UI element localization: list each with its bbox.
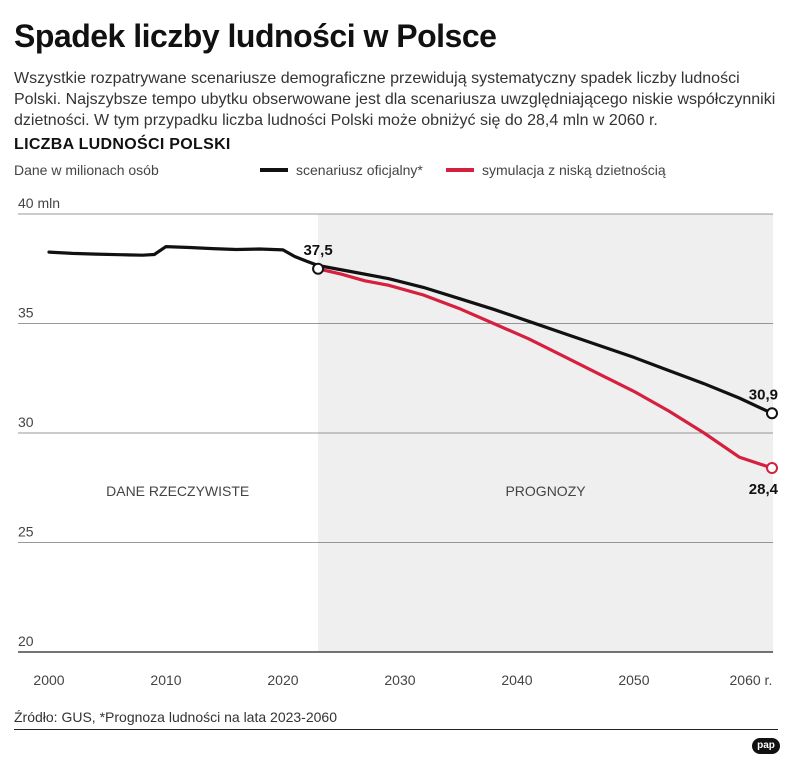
x-tick-label: 2000 (33, 672, 64, 688)
series-line-official (47, 245, 774, 415)
data-label: 37,5 (303, 242, 332, 259)
legend-official-label: scenariusz oficjalny* (296, 162, 423, 178)
x-tick-label: 2050 (618, 672, 649, 688)
population-line-chart: 40 mln 35 30 25 20 DANE RZECZYWISTE PROGNOZY 20… (18, 195, 779, 688)
y-tick-label: 35 (18, 305, 34, 321)
legend-low-fertility-label: symulacja z niską dzietnością (482, 162, 666, 178)
page-title: Spadek liczby ludności w Polsce (14, 18, 497, 54)
region-label: DANE RZECZYWISTE (106, 483, 249, 499)
y-tick-label: 25 (18, 524, 34, 540)
x-tick-label: 2020 (267, 672, 298, 688)
series-line-low-fertility (316, 267, 774, 470)
y-tick-label: 40 mln (18, 195, 60, 211)
region-label: PROGNOZY (505, 483, 586, 499)
x-tick-label: 2030 (384, 672, 415, 688)
y-tick-label: 20 (18, 633, 34, 649)
footer-divider (14, 729, 778, 730)
y-axis-unit-label: Dane w milionach osób (14, 162, 159, 178)
x-tick-label: 2010 (150, 672, 181, 688)
pap-logo: pap (752, 738, 780, 754)
legend-low-fertility-swatch (446, 168, 474, 172)
x-tick-label: 2040 (501, 672, 532, 688)
lead-paragraph: Wszystkie rozpatrywane scenariusze demog… (14, 70, 776, 129)
legend-official: scenariusz oficjalny* (260, 162, 423, 178)
marker-official-2060 (766, 407, 778, 420)
data-label: 30,9 (749, 386, 778, 403)
legend-low-fertility: symulacja z niską dzietnością (446, 162, 666, 178)
y-tick-label: 30 (18, 414, 34, 430)
marker-low-fertility-2060 (766, 462, 778, 475)
chart-title: LICZBA LUDNOŚCI POLSKI (14, 136, 231, 153)
source-note: Źródło: GUS, *Prognoza ludności na lata … (14, 709, 337, 725)
x-tick-label: 2060 r. (730, 672, 773, 688)
data-label: 28,4 (749, 481, 779, 498)
legend-official-swatch (260, 168, 288, 172)
marker-2023 (312, 262, 325, 275)
